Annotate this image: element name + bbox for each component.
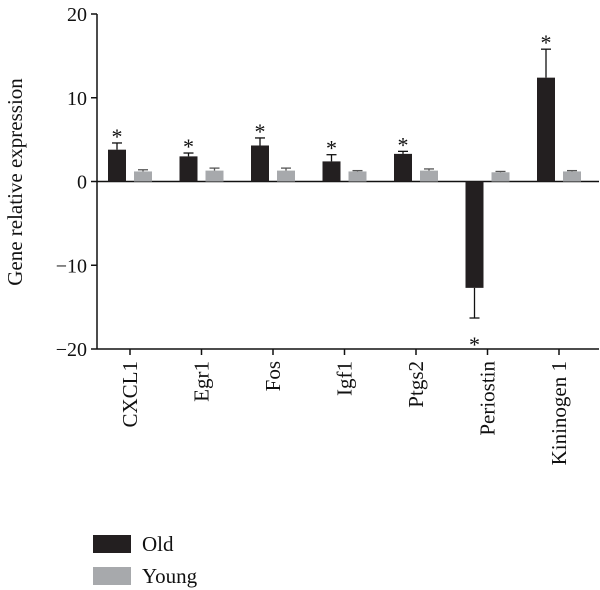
category-label: CXCL1 [118,361,142,428]
category-label: Fos [261,361,285,391]
bar-young [277,170,295,182]
bar-young [420,170,438,182]
bar-young [563,171,581,182]
bar-young [491,172,510,182]
bar-old [322,161,341,182]
significance-marker: * [183,134,194,159]
bar-old [179,156,198,182]
y-axis-title: Gene relative expression [3,78,27,286]
bar-young [134,171,152,182]
category-label: Kininogen 1 [547,361,571,465]
legend-swatch-old [93,535,131,553]
category-label: Periostin [476,361,500,436]
y-tick-label: −10 [56,255,87,277]
category-label: Ptgs2 [404,361,428,408]
legend-label-young: Young [142,564,198,588]
bar-old [108,149,126,182]
category-label: Egr1 [190,361,214,402]
bar-old [465,181,484,288]
bar-young [348,171,367,182]
legend: Old Young [93,532,198,588]
significance-marker: * [398,132,409,157]
bar-old [394,153,412,182]
y-tick-label: 0 [77,172,87,194]
y-tick-label: 20 [67,4,87,26]
significance-marker: * [255,119,266,144]
significance-marker: * [469,332,480,357]
significance-marker: * [541,30,552,55]
bar-young [205,170,224,182]
category-label: Igf1 [333,361,357,396]
significance-marker: * [326,136,337,161]
bar-old [251,145,269,182]
bar-old [537,77,555,182]
y-tick-label: 10 [67,88,87,110]
legend-swatch-young [93,567,131,585]
legend-label-old: Old [142,532,174,556]
y-tick-label: −20 [56,339,87,361]
significance-marker: * [112,124,123,149]
